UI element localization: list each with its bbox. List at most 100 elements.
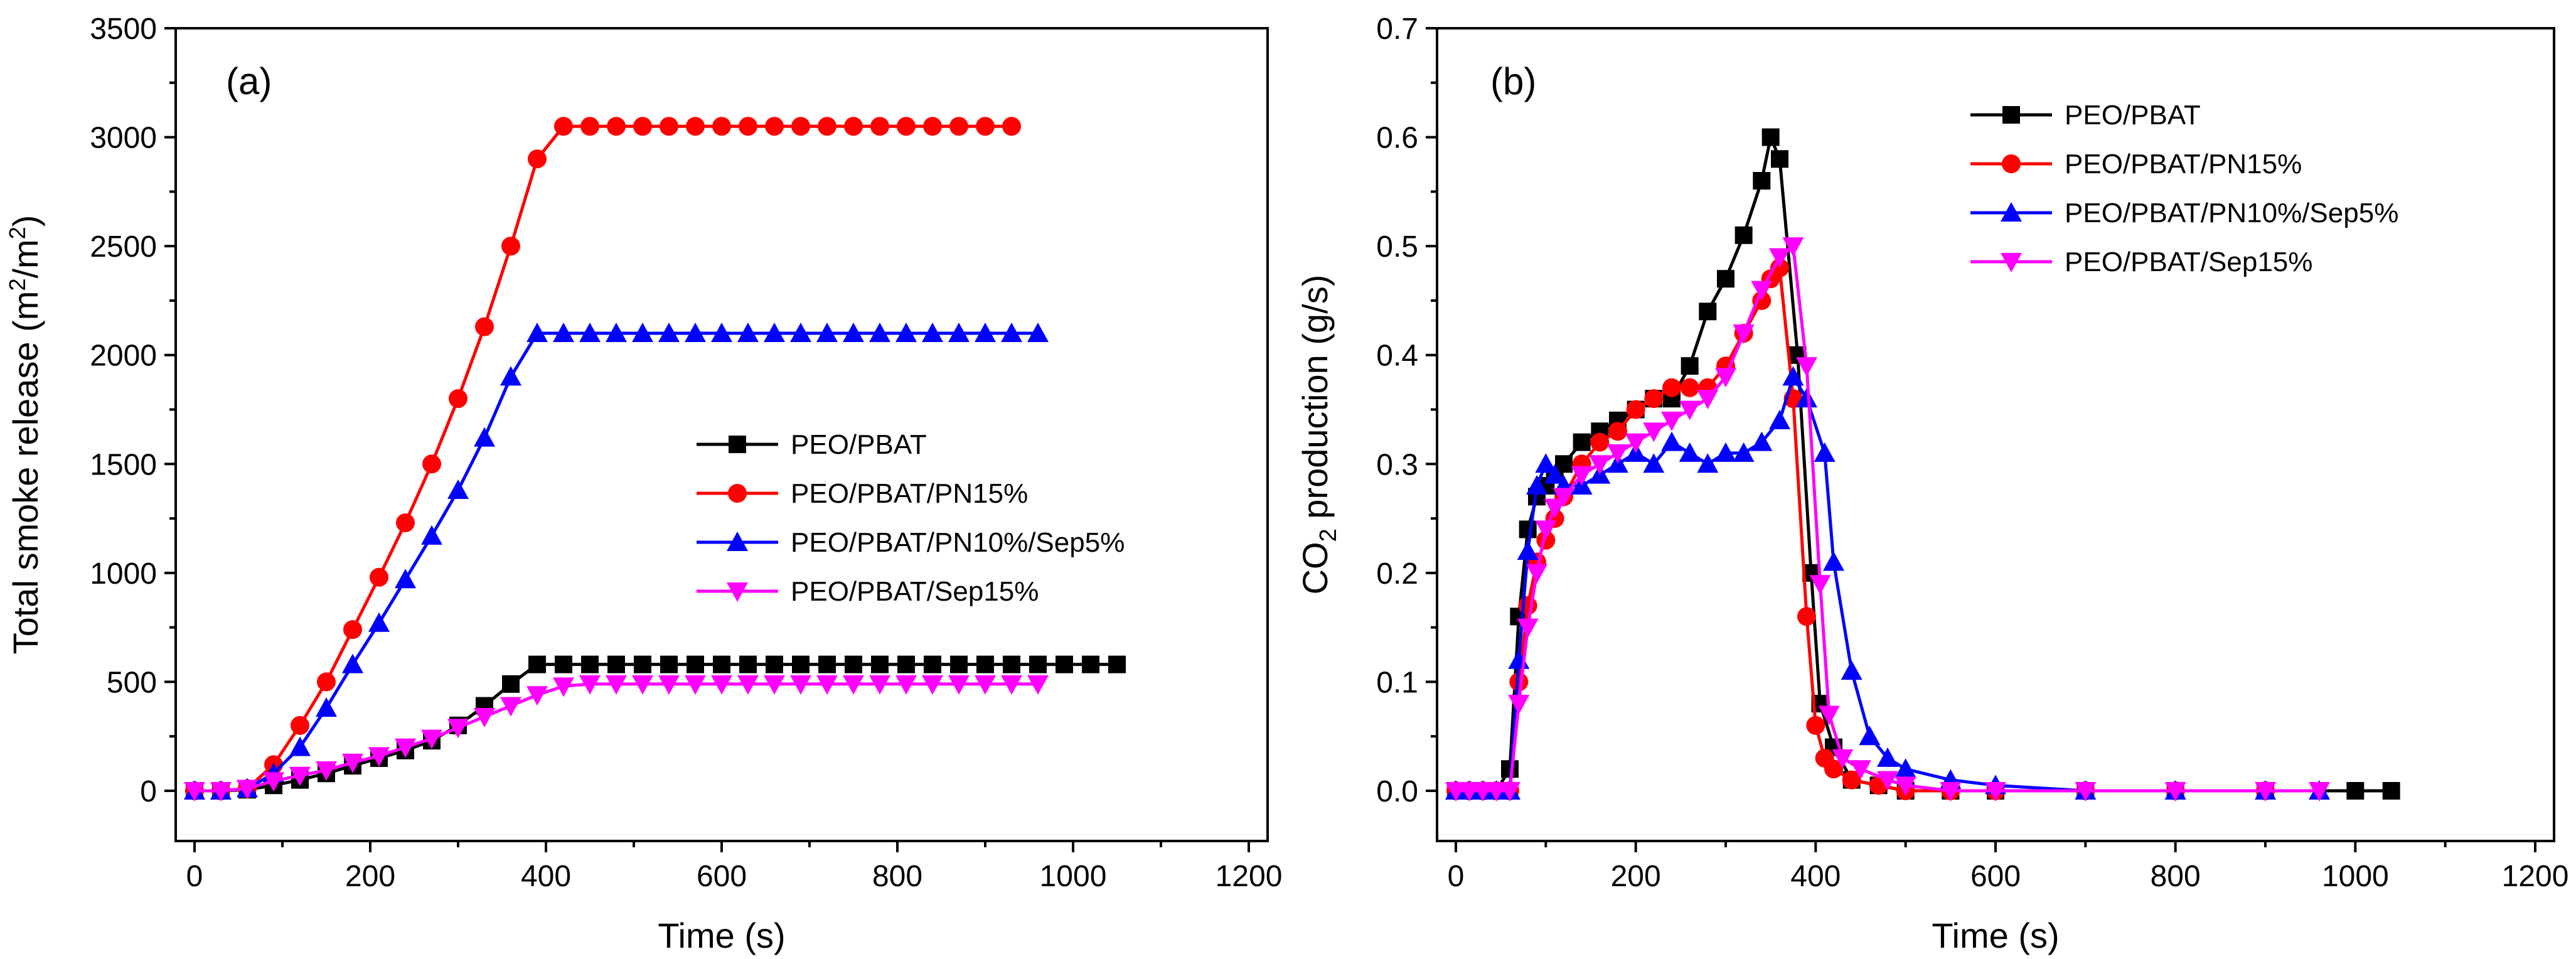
- series-line: [1456, 244, 2319, 793]
- data-point: [1508, 695, 1530, 715]
- data-point: [342, 653, 363, 673]
- x-tick-label: 0: [186, 860, 203, 893]
- y-tick-label: 1000: [90, 557, 157, 591]
- data-point: [1895, 776, 1916, 796]
- data-point: [1818, 705, 1840, 726]
- data-point: [687, 655, 704, 673]
- data-point: [396, 513, 415, 533]
- y-tick-label: 0.5: [1376, 230, 1418, 264]
- data-point: [1796, 357, 1817, 377]
- data-point: [1769, 248, 1790, 268]
- data-point: [1761, 128, 1780, 146]
- data-point: [818, 117, 836, 136]
- data-point: [395, 738, 416, 758]
- data-point: [660, 117, 678, 136]
- data-point: [2075, 782, 2097, 801]
- data-point: [634, 655, 651, 673]
- data-point: [843, 323, 864, 342]
- data-point: [1753, 172, 1771, 190]
- data-point: [528, 149, 547, 169]
- data-point: [1940, 782, 1962, 801]
- legend-marker: [727, 582, 748, 602]
- legend: PEO/PBAT PEO/PBAT/PN15% PEO/PBAT/PN10%/Sep…: [1970, 100, 2398, 277]
- data-point: [606, 323, 627, 342]
- data-point: [1680, 378, 1699, 397]
- data-point: [607, 117, 626, 136]
- data-point: [1661, 431, 1682, 451]
- data-point: [950, 655, 968, 673]
- data-point: [922, 675, 943, 695]
- x-tick-label: 800: [2151, 860, 2201, 893]
- data-point: [2255, 782, 2276, 801]
- data-point: [1056, 655, 1073, 673]
- data-point: [1644, 389, 1664, 409]
- data-point: [553, 323, 574, 342]
- data-point: [869, 323, 890, 342]
- data-point: [897, 655, 915, 673]
- data-point: [816, 323, 838, 342]
- data-point: [421, 525, 442, 545]
- data-point: [1526, 564, 1547, 584]
- data-point: [1589, 455, 1611, 475]
- y-tick-label: 0.4: [1376, 340, 1418, 373]
- y-tick-label: 0.1: [1376, 666, 1418, 699]
- legend-label: PEO/PBAT/Sep15%: [2065, 247, 2312, 277]
- data-point: [897, 117, 916, 136]
- data-point: [1458, 782, 1480, 801]
- data-point: [1814, 442, 1836, 462]
- data-point: [500, 366, 521, 386]
- data-point: [553, 677, 574, 697]
- legend-marker: [728, 484, 747, 503]
- data-point: [1535, 520, 1557, 540]
- data-point: [1590, 432, 1610, 452]
- data-point: [766, 655, 783, 673]
- data-point: [579, 323, 601, 342]
- data-point: [1823, 551, 1844, 571]
- data-point: [711, 675, 732, 695]
- y-tick-label: 3000: [90, 122, 157, 155]
- data-point: [712, 117, 731, 136]
- legend-label: PEO/PBAT: [2065, 100, 2201, 131]
- data-point: [1517, 540, 1539, 560]
- data-point: [632, 675, 653, 695]
- legend-label: PEO/PBAT/PN15%: [791, 478, 1028, 509]
- x-tick-label: 200: [1611, 860, 1661, 893]
- legend-marker: [2002, 154, 2021, 173]
- data-point: [1806, 715, 1825, 735]
- data-point: [1626, 400, 1645, 419]
- data-point: [1715, 368, 1736, 388]
- data-point: [871, 655, 889, 673]
- data-point: [607, 655, 625, 673]
- data-point: [1544, 498, 1566, 518]
- data-point: [421, 729, 442, 749]
- data-point: [447, 719, 469, 739]
- x-tick-label: 800: [872, 860, 922, 893]
- data-point: [685, 323, 706, 342]
- data-point: [263, 772, 284, 792]
- data-point: [1661, 411, 1682, 431]
- data-point: [1027, 675, 1049, 695]
- data-point: [1752, 291, 1772, 310]
- data-point: [737, 323, 759, 342]
- legend: PEO/PBAT PEO/PBAT/PN15% PEO/PBAT/PN10%/Sep…: [697, 429, 1125, 607]
- data-point: [579, 675, 601, 695]
- data-point: [975, 675, 996, 695]
- data-point: [1029, 655, 1047, 673]
- data-point: [1769, 409, 1790, 429]
- y-tick-label: 0.6: [1376, 122, 1418, 155]
- data-point: [1643, 453, 1665, 473]
- data-point: [1519, 520, 1537, 538]
- data-point: [1108, 655, 1126, 673]
- data-point: [739, 655, 757, 673]
- data-point: [1517, 618, 1539, 638]
- legend-label: PEO/PBAT/PN10%/Sep5%: [2065, 198, 2398, 228]
- data-point: [500, 697, 521, 717]
- data-point: [1877, 771, 1898, 791]
- data-point: [1003, 655, 1020, 673]
- y-tick-label: 0.2: [1376, 557, 1418, 591]
- data-point: [526, 686, 548, 706]
- data-point: [924, 655, 941, 673]
- data-point: [1573, 433, 1591, 451]
- data-point: [658, 323, 680, 342]
- data-point: [210, 782, 232, 801]
